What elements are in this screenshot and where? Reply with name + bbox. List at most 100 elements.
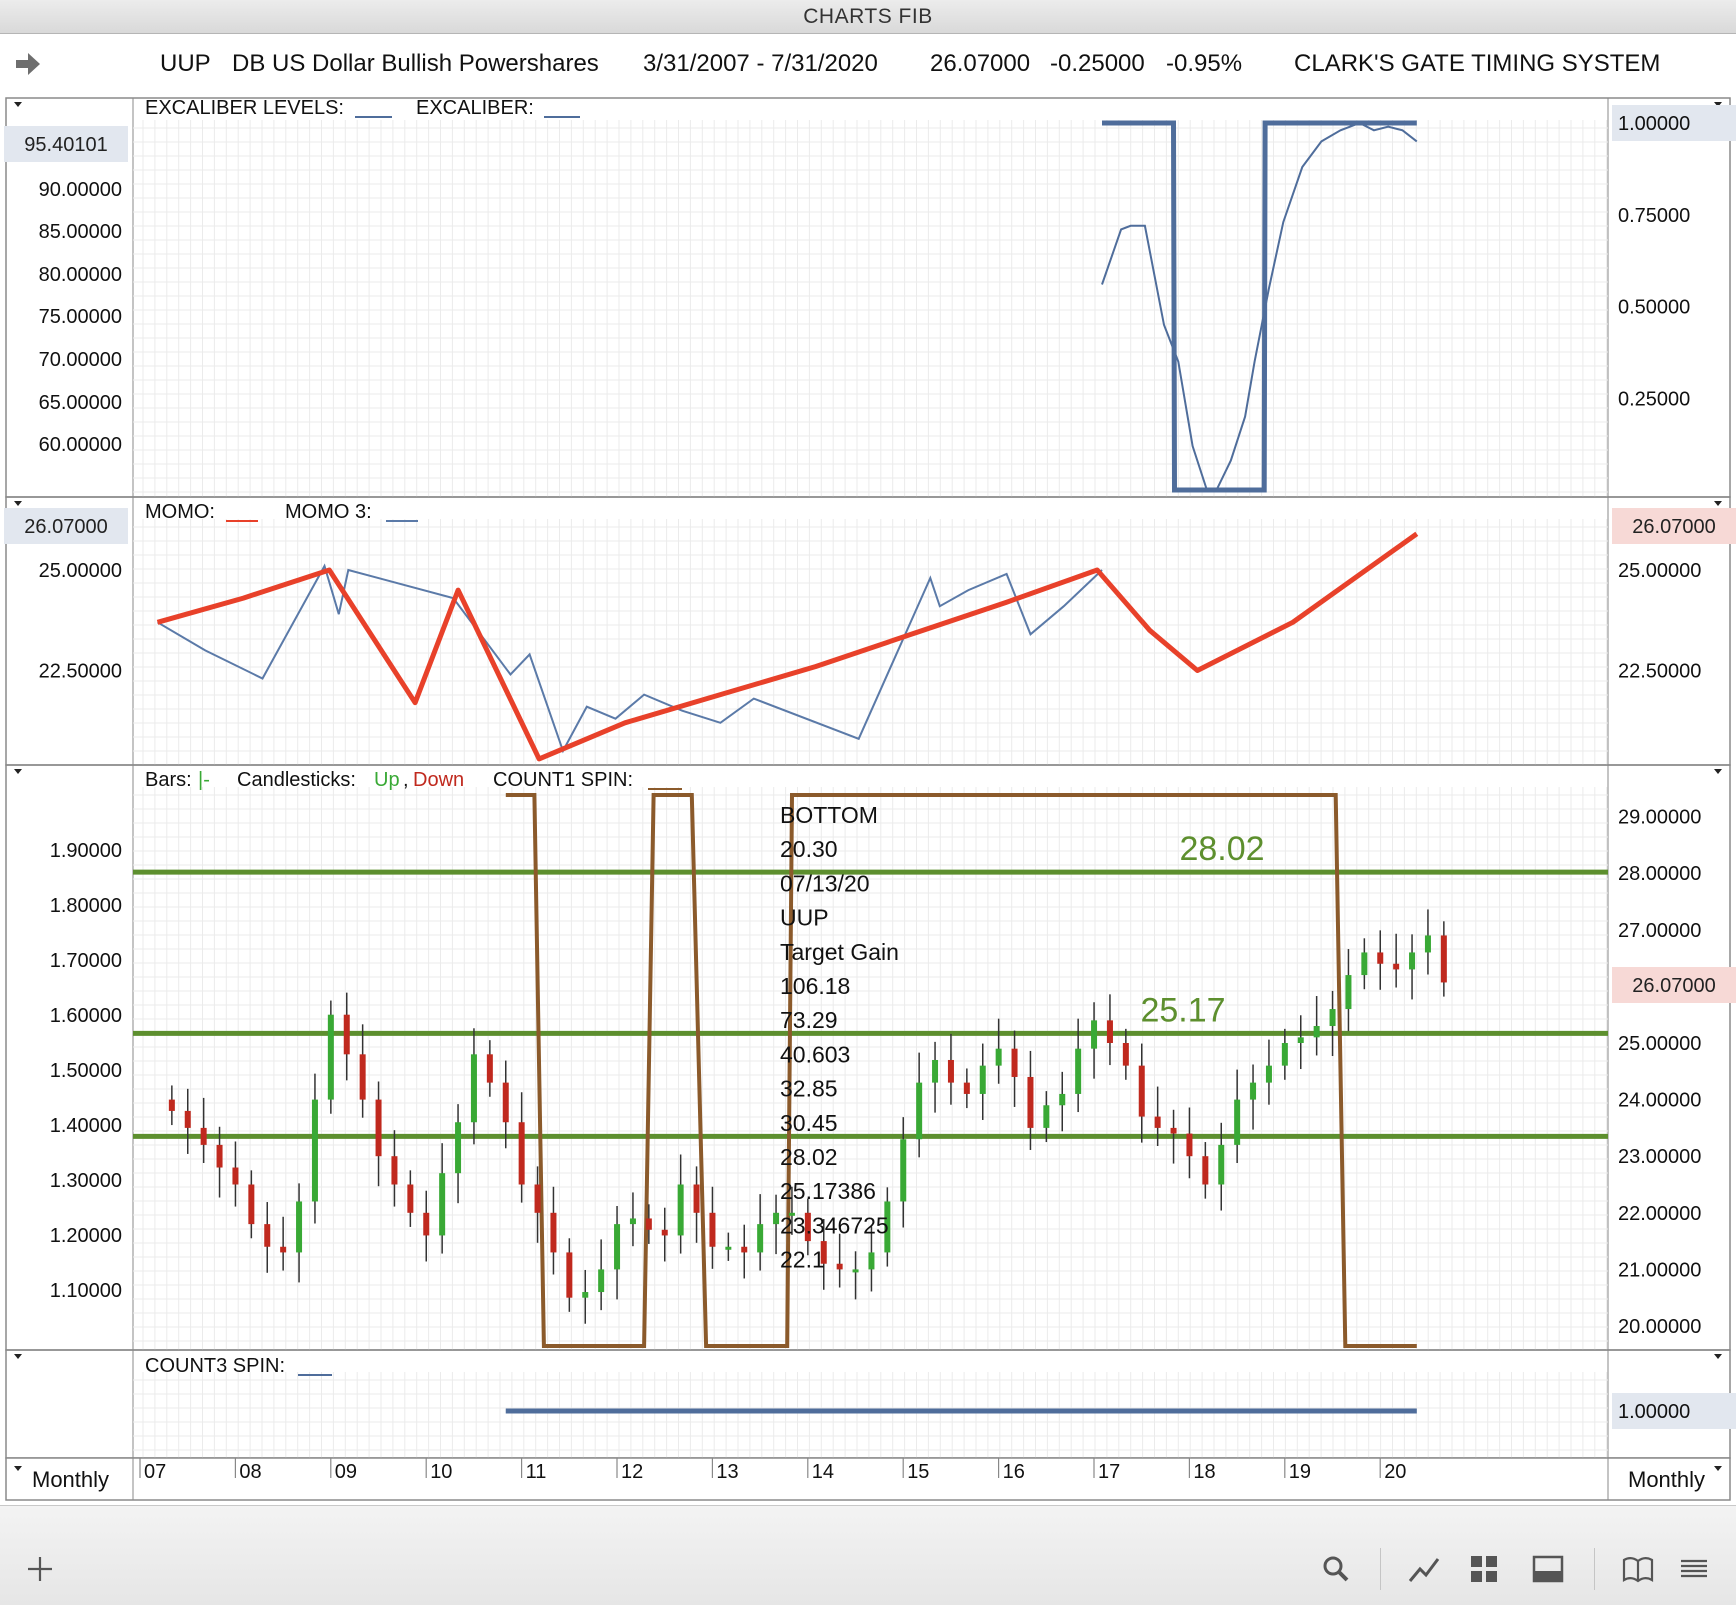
- annotation-line: 28.02: [780, 1144, 838, 1170]
- candle-up: [327, 1014, 334, 1100]
- toolbar-separator: [1380, 1548, 1381, 1590]
- candle-down: [661, 1229, 668, 1236]
- panel-left-collapse-icon[interactable]: [14, 769, 22, 774]
- annotation-line: 30.45: [780, 1110, 838, 1136]
- candles-legend-separator: ,: [403, 769, 409, 791]
- menu-icon[interactable]: [1676, 1551, 1712, 1587]
- price-current-value: 26.07000: [1632, 975, 1715, 997]
- candle-down: [280, 1246, 287, 1253]
- candle-up: [1409, 952, 1416, 970]
- panel-right-collapse-icon[interactable]: [1714, 102, 1722, 107]
- candle-up: [1043, 1105, 1050, 1128]
- candle-up: [455, 1122, 462, 1174]
- candle-up: [979, 1065, 986, 1094]
- panel-right-collapse-icon[interactable]: [1714, 1354, 1722, 1359]
- excaliber-left-tick: 85.00000: [39, 221, 122, 243]
- candle-up: [757, 1224, 764, 1253]
- symbol-ticker: UUP: [160, 50, 211, 77]
- candle-down: [709, 1212, 716, 1247]
- momo-right-current-box: [1612, 508, 1736, 544]
- candle-down: [1027, 1076, 1034, 1128]
- panel-frame: [5, 97, 1731, 498]
- candle-up: [868, 1252, 875, 1270]
- excaliber-left-tick: 70.00000: [39, 349, 122, 371]
- timeframe-left-selector[interactable]: Monthly: [32, 1467, 109, 1492]
- candle-up: [1297, 1037, 1304, 1043]
- panel-right-collapse-icon[interactable]: [1714, 769, 1722, 774]
- symbol-name: DB US Dollar Bullish Powershares: [232, 50, 599, 77]
- panel-left-collapse-icon[interactable]: [14, 501, 22, 506]
- excaliber-levels-line: [1102, 120, 1417, 493]
- window-title: CHARTS FIB: [0, 0, 1736, 34]
- panel-right-collapse-icon[interactable]: [1714, 501, 1722, 506]
- candle-down: [200, 1127, 207, 1145]
- price-right-tick: 25.00000: [1618, 1033, 1701, 1055]
- candle-down: [963, 1082, 970, 1094]
- candle-down: [645, 1218, 652, 1230]
- momo-right-tick: 22.50000: [1618, 661, 1701, 683]
- panel-left-collapse-icon[interactable]: [14, 1354, 22, 1359]
- candle-down: [1393, 963, 1400, 970]
- price-right-tick: 23.00000: [1618, 1146, 1701, 1168]
- excaliber-current-value: 95.40101: [24, 134, 107, 156]
- candle-up: [852, 1269, 859, 1273]
- excaliber-right-tick: 0.75000: [1618, 205, 1690, 227]
- candle-down: [232, 1167, 239, 1185]
- panel-frame: [5, 764, 1731, 1351]
- candle-up: [1424, 935, 1431, 953]
- timeframe-right-dropdown-icon[interactable]: [1714, 1466, 1722, 1471]
- search-icon[interactable]: [1318, 1551, 1354, 1587]
- candle-down: [1154, 1116, 1161, 1128]
- price-right-tick: 27.00000: [1618, 920, 1701, 942]
- excaliber-legend: EXCALIBER:: [416, 97, 534, 119]
- candle-up: [1329, 1009, 1336, 1027]
- candlesticks-legend-label: Candlesticks:: [237, 769, 356, 791]
- excaliber-left-tick: 65.00000: [39, 392, 122, 414]
- add-icon[interactable]: [22, 1551, 58, 1587]
- timeframe-left-dropdown-icon[interactable]: [14, 1466, 22, 1471]
- candle-up: [439, 1173, 446, 1236]
- candle-down: [550, 1212, 557, 1253]
- timeframe-right-selector[interactable]: Monthly: [1628, 1467, 1705, 1492]
- candle-up: [582, 1292, 589, 1298]
- candle-up: [995, 1048, 1002, 1066]
- momo-line: [156, 531, 1419, 762]
- candle-up: [773, 1212, 780, 1225]
- panel-left-collapse-icon[interactable]: [14, 102, 22, 107]
- draw-line-icon[interactable]: [1406, 1551, 1442, 1587]
- xaxis-year-label: 18: [1193, 1461, 1215, 1483]
- candle-up: [470, 1054, 477, 1123]
- system-name: CLARK'S GATE TIMING SYSTEM: [1294, 50, 1661, 77]
- excaliber-left-tick: 90.00000: [39, 179, 122, 201]
- price-left-tick: 1.30000: [50, 1170, 122, 1192]
- candle-down: [693, 1184, 700, 1213]
- xaxis-year-label: 14: [812, 1461, 834, 1483]
- xaxis-year-label: 17: [1098, 1461, 1120, 1483]
- chart-area[interactable]: 90.00000 85.00000 80.00000 75.00000 70.00000…: [0, 0, 1736, 1505]
- candle-down: [359, 1054, 366, 1100]
- excaliber-left-tick: 60.00000: [39, 434, 122, 456]
- price-change-pct: -0.95%: [1166, 50, 1243, 77]
- annotation-line: BOTTOM: [780, 802, 878, 828]
- annotation-line: 32.85: [780, 1076, 838, 1102]
- panel-layout-icon[interactable]: [1530, 1551, 1566, 1587]
- price-left-tick: 1.80000: [50, 895, 122, 917]
- price-left-tick: 1.60000: [50, 1005, 122, 1027]
- last-price: 26.07000: [930, 50, 1031, 77]
- book-icon[interactable]: [1620, 1551, 1656, 1587]
- forward-arrow-icon[interactable]: [14, 50, 42, 78]
- price-left-tick: 1.40000: [50, 1115, 122, 1137]
- momo-right-tick: 25.00000: [1618, 560, 1701, 582]
- xaxis-year-label: 16: [1003, 1461, 1025, 1483]
- excaliber-levels-legend: EXCALIBER LEVELS:: [145, 97, 344, 119]
- candle-up: [311, 1099, 318, 1202]
- grid-layout-icon[interactable]: [1466, 1551, 1502, 1587]
- annotation-line: 23.346725: [780, 1212, 889, 1238]
- candle-down: [1202, 1156, 1209, 1185]
- candle-down: [423, 1212, 430, 1236]
- momo-left-tick: 22.50000: [39, 661, 122, 683]
- candle-up: [629, 1218, 636, 1225]
- price-left-tick: 1.20000: [50, 1225, 122, 1247]
- candle-down: [1011, 1048, 1018, 1077]
- candle-down: [248, 1184, 255, 1225]
